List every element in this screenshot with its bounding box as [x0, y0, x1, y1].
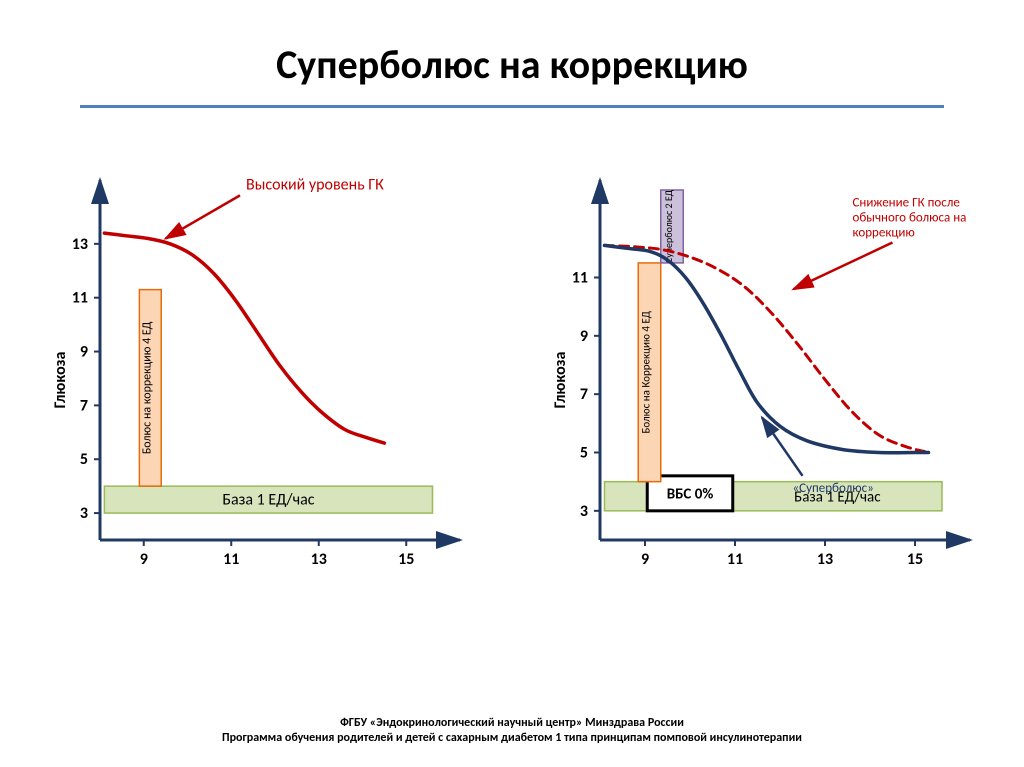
- chart-right: Глюкоза База 1 ЕД/часВБС 0%Болюс на Корр…: [540, 170, 970, 590]
- svg-text:13: 13: [817, 550, 833, 569]
- svg-text:15: 15: [907, 550, 923, 569]
- svg-text:11: 11: [727, 550, 743, 569]
- svg-text:Болюс на Коррекцию 4 ЕД: Болюс на Коррекцию 4 ЕД: [640, 311, 653, 433]
- y-axis-label-left: Глюкоза: [51, 352, 70, 409]
- chart-left: Глюкоза База 1 ЕД/час Болюс на коррекцию …: [40, 170, 470, 590]
- svg-text:7: 7: [80, 396, 88, 415]
- svg-text:Снижение ГК после: Снижение ГК после: [853, 196, 960, 211]
- svg-text:7: 7: [580, 385, 588, 404]
- page-title: Суперболюс на коррекцию: [0, 40, 1024, 89]
- svg-text:База 1 ЕД/час: База 1 ЕД/час: [222, 491, 314, 510]
- svg-text:коррекцию: коррекцию: [853, 226, 915, 241]
- svg-text:3: 3: [580, 502, 588, 521]
- svg-text:11: 11: [223, 550, 239, 569]
- svg-text:5: 5: [80, 450, 88, 469]
- svg-text:13: 13: [72, 235, 88, 254]
- svg-text:9: 9: [641, 550, 649, 569]
- y-axis-label-right: Глюкоза: [551, 352, 570, 409]
- svg-text:15: 15: [398, 550, 414, 569]
- svg-text:9: 9: [140, 550, 148, 569]
- svg-text:9: 9: [580, 327, 588, 346]
- svg-text:9: 9: [80, 343, 88, 362]
- title-underline: [80, 105, 944, 108]
- footer: ФГБУ «Эндокринологический научный центр»…: [0, 716, 1024, 747]
- footer-line-1: ФГБУ «Эндокринологический научный центр»…: [0, 716, 1024, 732]
- svg-text:5: 5: [580, 444, 588, 463]
- svg-text:обычного болюса на: обычного болюса на: [853, 211, 967, 226]
- svg-text:11: 11: [72, 289, 88, 308]
- svg-text:11: 11: [572, 269, 588, 288]
- svg-text:«Суперболюс»: «Суперболюс»: [793, 481, 874, 496]
- slide: Суперболюс на коррекцию Глюкоза База 1 Е…: [0, 0, 1024, 767]
- svg-text:ВБС 0%: ВБС 0%: [667, 485, 714, 503]
- footer-line-2: Программа обучения родителей и детей с с…: [0, 731, 1024, 747]
- svg-text:13: 13: [311, 550, 327, 569]
- svg-text:Высокий уровень ГК: Высокий уровень ГК: [246, 175, 384, 194]
- svg-text:Болюс на коррекцию 4 ЕД: Болюс на коррекцию 4 ЕД: [140, 321, 154, 454]
- svg-text:3: 3: [80, 504, 88, 523]
